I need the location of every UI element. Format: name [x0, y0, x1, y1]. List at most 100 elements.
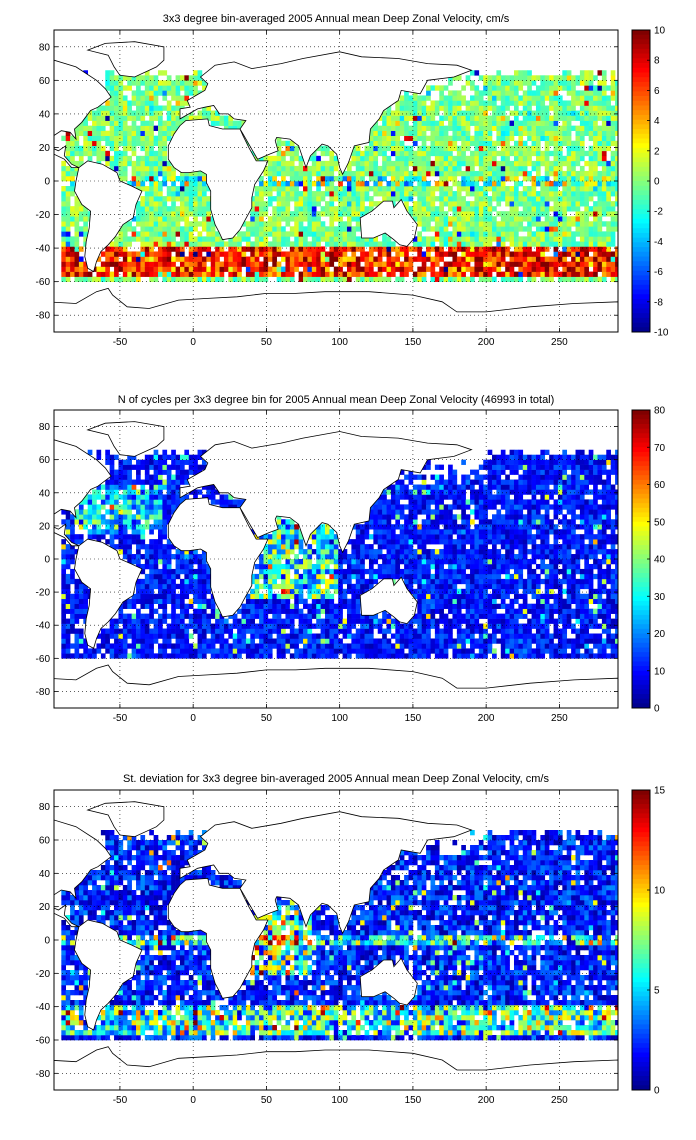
heatmap-cell: [566, 613, 572, 619]
heatmap-cell: [311, 181, 317, 187]
heatmap-cell: [346, 271, 352, 277]
heatmap-cell: [377, 140, 383, 147]
heatmap-cell: [465, 201, 471, 207]
heatmap-cell: [285, 196, 291, 202]
heatmap-cell: [166, 211, 172, 217]
heatmap-cell: [535, 241, 541, 247]
heatmap-cell: [223, 653, 229, 659]
heatmap-cell: [412, 613, 418, 619]
heatmap-cell: [289, 150, 295, 157]
heatmap-cell: [584, 110, 589, 116]
heatmap-cell: [522, 628, 528, 634]
heatmap-cell: [571, 608, 576, 614]
heatmap-cell: [364, 186, 370, 192]
heatmap-cell: [505, 170, 510, 177]
heatmap-cell: [188, 186, 194, 192]
heatmap-cell: [452, 120, 458, 126]
heatmap-cell: [267, 251, 273, 257]
heatmap-cell: [553, 130, 559, 136]
heatmap-cell: [65, 170, 71, 177]
heatmap-cell: [100, 261, 106, 267]
heatmap-cell: [522, 246, 528, 252]
heatmap-cell: [593, 643, 598, 649]
heatmap-cell: [303, 191, 308, 197]
heatmap-cell: [575, 110, 581, 116]
heatmap-cell: [78, 261, 84, 267]
heatmap-cell: [171, 165, 176, 172]
heatmap-cell: [171, 618, 176, 624]
heatmap-cell: [144, 105, 150, 111]
heatmap-cell: [483, 261, 488, 267]
heatmap-cell: [219, 120, 225, 126]
heatmap-cell: [439, 598, 444, 604]
heatmap-cell: [601, 221, 607, 227]
heatmap-cell: [364, 618, 370, 624]
heatmap-cell: [421, 135, 427, 142]
heatmap-cell: [505, 226, 510, 232]
antarctica-coastline: [54, 287, 618, 332]
heatmap-cell: [566, 75, 572, 81]
heatmap-cell: [566, 110, 572, 116]
heatmap-cell: [184, 266, 190, 272]
heatmap-cell: [426, 90, 431, 96]
heatmap-cell: [601, 165, 607, 172]
heatmap-cell: [535, 135, 541, 142]
heatmap-cell: [492, 140, 497, 147]
heatmap-cell: [557, 256, 563, 262]
heatmap-cell: [456, 211, 462, 217]
panel-title: 3x3 degree bin-averaged 2005 Annual mean…: [163, 13, 510, 25]
heatmap-cell: [566, 170, 572, 177]
heatmap-cell: [131, 251, 137, 257]
heatmap-cell: [153, 211, 159, 217]
heatmap-cell: [593, 85, 598, 91]
heatmap-cell: [500, 236, 506, 242]
heatmap-cell: [505, 130, 510, 136]
heatmap-cell: [487, 175, 493, 182]
heatmap-cell: [210, 256, 216, 262]
heatmap-cell: [452, 165, 458, 172]
heatmap-cell: [329, 613, 335, 619]
heatmap-cell: [549, 196, 554, 202]
heatmap-cell: [70, 266, 75, 272]
heatmap-cell: [584, 653, 589, 659]
heatmap-cell: [166, 135, 172, 142]
heatmap-cell: [417, 181, 422, 187]
heatmap-cell: [210, 241, 216, 247]
heatmap-cell: [461, 633, 466, 639]
heatmap-cell: [496, 256, 502, 262]
heatmap-cell: [584, 256, 589, 262]
heatmap-cell: [289, 633, 295, 639]
heatmap-cell: [478, 608, 484, 614]
colorbar-segment: [632, 119, 650, 125]
heatmap-cell: [210, 226, 216, 232]
heatmap-cell: [549, 85, 554, 91]
heatmap-cell: [140, 638, 146, 644]
heatmap-cell: [263, 170, 269, 177]
heatmap-cell: [584, 638, 589, 644]
heatmap-cell: [127, 145, 132, 152]
heatmap-cell: [500, 75, 506, 81]
heatmap-cell: [412, 633, 418, 639]
heatmap-cell: [237, 241, 242, 247]
heatmap-cell: [351, 170, 357, 177]
heatmap-cell: [96, 643, 102, 649]
heatmap-cell: [118, 165, 124, 172]
heatmap-cell: [61, 160, 67, 167]
heatmap-cell: [474, 623, 480, 629]
heatmap-cell: [373, 191, 379, 197]
heatmap-cell: [355, 648, 361, 654]
heatmap-cell: [509, 226, 515, 232]
heatmap-cell: [179, 75, 185, 81]
heatmap-cell: [232, 266, 238, 272]
heatmap-cell: [373, 618, 379, 624]
heatmap-cell: [149, 643, 154, 649]
heatmap-cell: [316, 186, 321, 192]
heatmap-cell: [487, 186, 493, 192]
heatmap-cell: [562, 216, 568, 222]
heatmap-cell: [575, 145, 581, 152]
heatmap-cell: [412, 246, 418, 252]
heatmap-cell: [351, 241, 357, 247]
heatmap-cell: [421, 120, 427, 126]
heatmap-cell: [390, 246, 396, 252]
heatmap-cell: [483, 236, 488, 242]
